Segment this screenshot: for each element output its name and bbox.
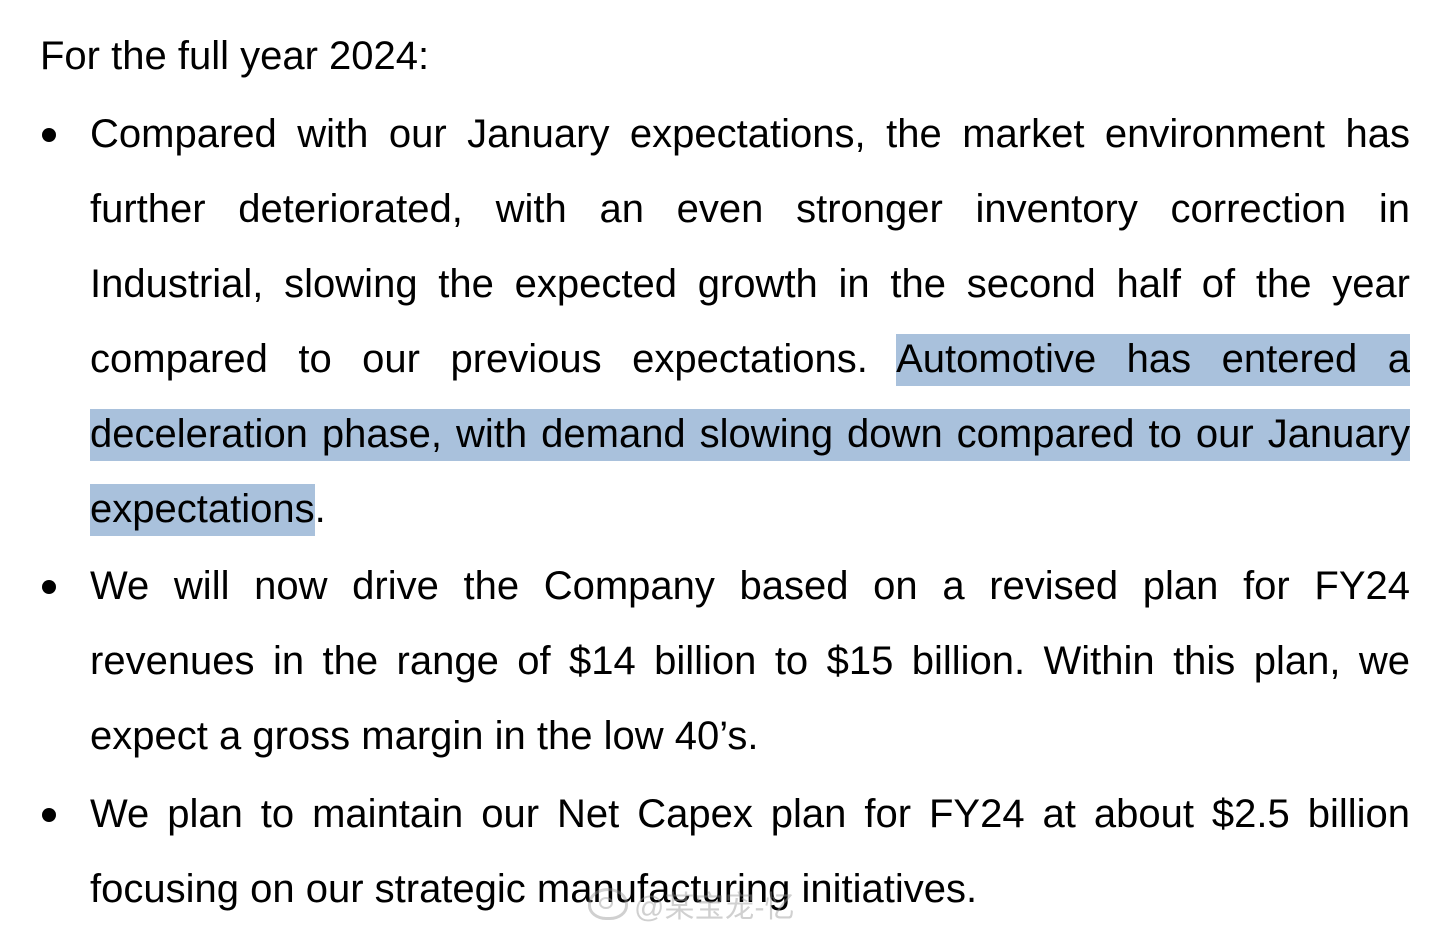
bullet-text-tail: .: [314, 487, 326, 531]
bullet-text: We will now drive the Company based on a…: [90, 564, 1410, 758]
bullet-icon: [42, 808, 56, 822]
bullet-text: Compared with our January expectations, …: [90, 97, 1411, 547]
bullet-icon: [42, 128, 56, 142]
intro-heading: For the full year 2024:: [40, 34, 430, 78]
bullet-icon: [42, 580, 56, 594]
bullet-text-lead: Compared with our January expectations, …: [90, 112, 1410, 381]
bullet-text: We plan to maintain our Net Capex plan f…: [90, 792, 1410, 911]
